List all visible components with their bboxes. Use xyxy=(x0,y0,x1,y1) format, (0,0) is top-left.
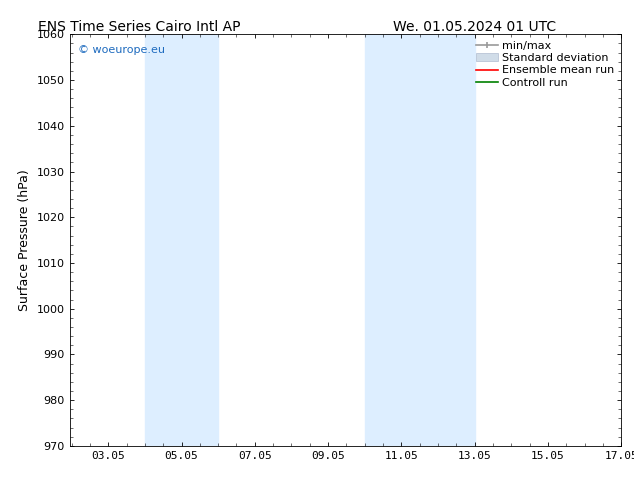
Legend: min/max, Standard deviation, Ensemble mean run, Controll run: min/max, Standard deviation, Ensemble me… xyxy=(472,38,618,91)
Text: We. 01.05.2024 01 UTC: We. 01.05.2024 01 UTC xyxy=(393,20,556,34)
Y-axis label: Surface Pressure (hPa): Surface Pressure (hPa) xyxy=(18,169,31,311)
Text: © woeurope.eu: © woeurope.eu xyxy=(78,45,165,54)
Text: ENS Time Series Cairo Intl AP: ENS Time Series Cairo Intl AP xyxy=(39,20,241,34)
Bar xyxy=(365,34,475,446)
Bar xyxy=(145,34,218,446)
